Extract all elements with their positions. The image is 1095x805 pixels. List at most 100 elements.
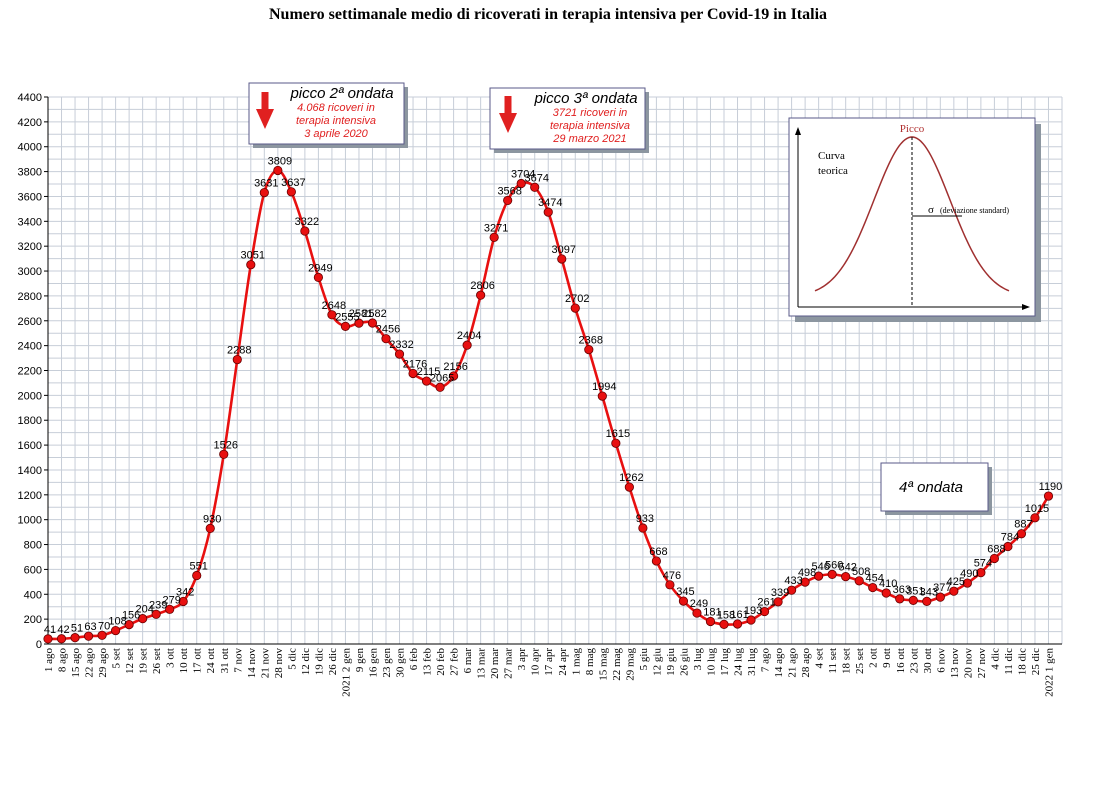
data-label: 3568 bbox=[497, 185, 521, 197]
y-tick-label: 0 bbox=[36, 639, 42, 651]
data-point bbox=[1016, 529, 1027, 539]
data-label: 560 bbox=[825, 559, 843, 571]
x-tick-label: 2 ott bbox=[868, 648, 880, 668]
data-label: 2115 bbox=[417, 366, 441, 378]
x-tick-label: 11 set bbox=[827, 648, 839, 674]
data-point bbox=[192, 570, 202, 581]
data-label: 668 bbox=[649, 546, 667, 558]
data-point bbox=[962, 578, 972, 588]
data-point bbox=[800, 577, 810, 587]
data-label: 1015 bbox=[1025, 503, 1049, 515]
data-label: 3809 bbox=[268, 155, 292, 167]
annotation-text: terapia intensiva bbox=[550, 120, 630, 132]
data-label: 498 bbox=[798, 567, 816, 579]
data-label: 2806 bbox=[470, 280, 494, 292]
data-label: 2456 bbox=[376, 324, 400, 336]
data-point bbox=[70, 633, 80, 643]
x-tick-label: 11 dic bbox=[1003, 648, 1015, 675]
data-label: 204 bbox=[135, 604, 153, 616]
data-point bbox=[462, 340, 472, 350]
data-label: 3474 bbox=[538, 197, 562, 209]
data-point bbox=[895, 594, 905, 604]
data-label: 181 bbox=[703, 606, 721, 618]
data-point bbox=[854, 576, 864, 586]
y-tick-label: 2200 bbox=[18, 366, 42, 378]
x-tick-label: 26 set bbox=[151, 648, 163, 674]
data-label: 156 bbox=[122, 610, 140, 622]
data-label: 249 bbox=[690, 598, 708, 610]
x-tick-label: 13 nov bbox=[949, 648, 961, 679]
data-point bbox=[178, 596, 188, 607]
data-point bbox=[489, 232, 499, 242]
annotation-wave-4: 4ª ondata bbox=[880, 462, 992, 515]
inset-sigma-desc: (deviazione standard) bbox=[940, 206, 1009, 215]
box bbox=[880, 462, 989, 512]
x-tick-label: 1 mag bbox=[570, 648, 582, 676]
x-tick-label: 30 ott bbox=[922, 648, 934, 673]
data-point bbox=[543, 207, 553, 217]
y-tick-label: 1800 bbox=[18, 415, 42, 427]
data-label: 1190 bbox=[1039, 481, 1063, 493]
x-tick-label: 5 set bbox=[111, 648, 123, 668]
data-point bbox=[773, 597, 783, 607]
data-label: 410 bbox=[879, 578, 897, 590]
data-point bbox=[1003, 541, 1013, 552]
x-tick-label: 7 nov bbox=[232, 648, 244, 673]
data-points bbox=[43, 165, 1054, 644]
data-point bbox=[611, 438, 621, 448]
data-point bbox=[151, 609, 161, 619]
x-tick-label: 19 dic bbox=[313, 648, 325, 675]
data-label: 933 bbox=[636, 513, 654, 525]
x-tick-label: 18 set bbox=[841, 648, 853, 674]
data-label: 42 bbox=[57, 624, 69, 636]
x-tick-label: 27 mar bbox=[503, 648, 515, 679]
y-tick-label: 4200 bbox=[18, 117, 42, 129]
data-point bbox=[56, 634, 67, 644]
data-point bbox=[286, 187, 296, 197]
y-tick-label: 3200 bbox=[18, 241, 42, 253]
x-tick-label: 4 dic bbox=[989, 648, 1001, 670]
data-label: 3271 bbox=[484, 222, 508, 234]
inset-sigma-label: σ bbox=[928, 204, 934, 216]
y-tick-label: 4400 bbox=[18, 92, 42, 104]
x-tick-label: 20 nov bbox=[962, 648, 974, 679]
y-tick-label: 600 bbox=[24, 564, 42, 576]
annotation-text: 3721 ricoveri in bbox=[553, 107, 628, 119]
x-tick-label: 27 feb bbox=[449, 648, 461, 676]
x-tick-label: 29 ago bbox=[97, 648, 109, 678]
annotation-text: 29 marzo 2021 bbox=[552, 133, 626, 145]
x-tick-label: 22 mag bbox=[611, 648, 623, 681]
data-label: 3322 bbox=[295, 216, 319, 228]
x-tick-label: 3 apr bbox=[516, 648, 528, 671]
data-point bbox=[976, 568, 986, 578]
data-point bbox=[557, 254, 567, 264]
y-tick-label: 3800 bbox=[18, 167, 42, 179]
y-tick-label: 4000 bbox=[18, 142, 42, 154]
data-label: 63 bbox=[84, 621, 96, 633]
x-tick-label: 13 mar bbox=[476, 648, 488, 679]
data-point bbox=[1030, 513, 1040, 523]
annotation-text: 4.068 ricoveri in bbox=[297, 102, 375, 114]
data-point bbox=[868, 582, 878, 593]
box bbox=[248, 82, 405, 145]
x-tick-label: 17 ott bbox=[192, 648, 204, 673]
data-label: 887 bbox=[1014, 519, 1032, 531]
data-point bbox=[124, 620, 134, 630]
data-label: 1615 bbox=[606, 428, 630, 440]
inset-peak-label: Picco bbox=[900, 123, 925, 135]
data-point bbox=[340, 321, 351, 331]
data-point bbox=[624, 482, 634, 492]
data-label: 784 bbox=[1001, 532, 1019, 544]
data-point bbox=[313, 272, 323, 282]
data-label: 193 bbox=[744, 605, 762, 617]
x-tick-label: 2022 1 gen bbox=[1043, 648, 1055, 697]
data-label: 433 bbox=[784, 575, 802, 587]
x-tick-label: 27 nov bbox=[976, 648, 988, 679]
data-point bbox=[922, 596, 932, 606]
y-tick-label: 2000 bbox=[18, 390, 42, 402]
data-label: 2332 bbox=[389, 339, 413, 351]
annotation-heading: picco 3ª ondata bbox=[533, 90, 637, 107]
x-tick-label: 3 lug bbox=[692, 648, 704, 671]
annotation-heading: picco 2ª ondata bbox=[289, 85, 393, 102]
